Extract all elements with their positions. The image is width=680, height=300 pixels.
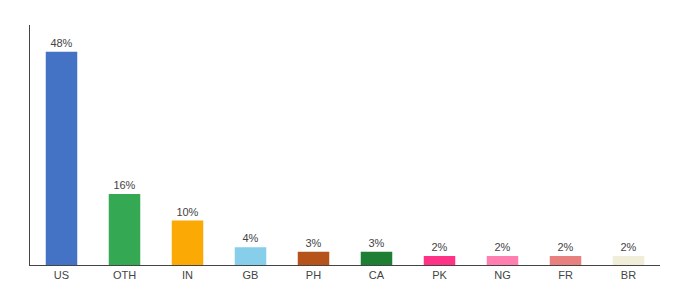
svg-text:NG: NG	[494, 269, 511, 281]
svg-text:2%: 2%	[557, 241, 573, 253]
svg-text:3%: 3%	[305, 237, 321, 249]
svg-text:PK: PK	[432, 269, 447, 281]
svg-text:FR: FR	[558, 269, 573, 281]
svg-text:2%: 2%	[431, 241, 447, 253]
svg-text:GB: GB	[243, 269, 259, 281]
svg-text:IN: IN	[182, 269, 193, 281]
svg-text:2%: 2%	[494, 241, 510, 253]
svg-text:10%: 10%	[176, 206, 198, 218]
svg-text:16%: 16%	[113, 179, 135, 191]
svg-text:US: US	[54, 269, 69, 281]
svg-text:48%: 48%	[50, 37, 72, 49]
svg-text:3%: 3%	[368, 237, 384, 249]
svg-text:4%: 4%	[242, 232, 258, 244]
svg-text:BR: BR	[621, 269, 636, 281]
svg-text:2%: 2%	[620, 241, 636, 253]
svg-text:OTH: OTH	[113, 269, 136, 281]
svg-text:CA: CA	[369, 269, 385, 281]
svg-text:PH: PH	[306, 269, 321, 281]
